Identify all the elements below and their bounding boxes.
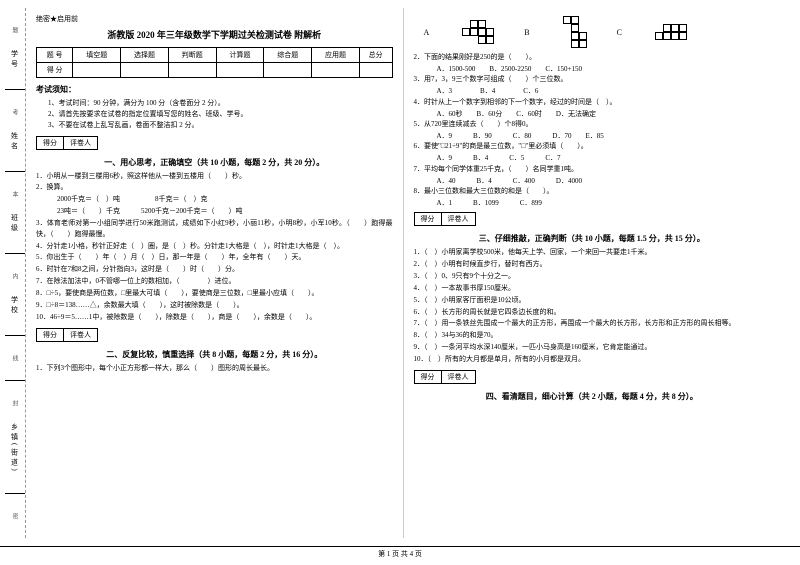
q: 9．□÷8＝138……△，余数最大填（ ），这时被除数是（ ）。 xyxy=(36,300,393,311)
notice-item: 3、不要在试卷上乱写乱画，卷面不整洁扣 2 分。 xyxy=(48,120,393,131)
q: 5．从720里连续减去（ ）个8得0。 xyxy=(414,119,771,130)
grader-box: 得分 评卷人 xyxy=(36,136,98,150)
score-table: 题 号 填空题 选择题 判断题 计算题 综合题 应用题 总分 得 分 xyxy=(36,47,393,78)
grader-box: 得分 评卷人 xyxy=(414,212,476,226)
q: 10．46÷9＝5……1中，被除数是（ ），除数是（ ），商是（ ），余数是（ … xyxy=(36,312,393,323)
shape-label-a: A xyxy=(424,28,430,37)
margin-dot: 封 xyxy=(10,400,19,406)
margin-dot: 线 xyxy=(10,355,19,361)
q: 2．（ ）小明有时候直步行，替时有西方。 xyxy=(414,259,771,270)
grader-box: 得分 评卷人 xyxy=(36,328,98,342)
confidential-label: 绝密★启用前 xyxy=(36,14,393,24)
margin-dot: 考 xyxy=(10,109,19,115)
score-header: 判断题 xyxy=(168,48,216,63)
q: 1．小明从一楼到三楼用6秒，照这样他从一楼到五楼用（ ）秒。 xyxy=(36,171,393,182)
opts: A．9 B．4 C．5 C．7 xyxy=(414,153,771,164)
margin-dot: 题 xyxy=(10,27,19,33)
q: 3．用7，3，9三个数字可组成（ ）个三位数。 xyxy=(414,74,771,85)
q: 5．（ ）小明家客厅面积是10公顷。 xyxy=(414,295,771,306)
q: 6．（ ）长方形的周长就是它四条边长度的和。 xyxy=(414,307,771,318)
score-header: 应用题 xyxy=(312,48,360,63)
q: 8．□÷5，要使商是两位数，□里最大可填（ ），要使商是三位数，□里最小应填（ … xyxy=(36,288,393,299)
grader-score: 得分 xyxy=(37,329,64,341)
q: 9．（ ）一条河平均水深140厘米，一匹小马身高是160厘米，它肯定能通过。 xyxy=(414,342,771,353)
q: 2000千克＝（ ）吨 8千克＝（ ）克 xyxy=(36,194,393,205)
margin-dot: 本 xyxy=(10,191,19,197)
notice-heading: 考试须知： xyxy=(36,84,393,95)
grader-name: 评卷人 xyxy=(64,137,97,149)
q: 2．换算。 xyxy=(36,182,393,193)
margin-label: 班级 xyxy=(10,214,20,234)
q: 6．时针在7和8之间，分针指向3，这时是（ ）时（ ）分。 xyxy=(36,264,393,275)
grader-name: 评卷人 xyxy=(64,329,97,341)
q: 1．下列3个图形中，每个小正方形都一样大，那么（ ）图形的周长最长。 xyxy=(36,363,393,374)
margin-line xyxy=(5,89,25,90)
shape-b xyxy=(563,16,587,48)
margin-label: 乡镇(街道) xyxy=(10,423,20,474)
opts: A．1500-500 B．2500-2250 C．150+150 xyxy=(414,64,771,75)
shape-a xyxy=(462,20,494,44)
shape-label-b: B xyxy=(524,28,529,37)
margin-label: 姓名 xyxy=(10,132,20,152)
grader-name: 评卷人 xyxy=(442,213,475,225)
section4-heading: 四、看清题目，细心计算（共 2 小题，每题 4 分，共 8 分）。 xyxy=(414,391,771,402)
margin-dot: 密 xyxy=(10,513,19,519)
margin-line xyxy=(5,171,25,172)
notice-item: 1、考试时间：90 分钟，满分为 100 分（含卷面分 2 分）。 xyxy=(48,98,393,109)
margin-line xyxy=(5,253,25,254)
score-header: 填空题 xyxy=(73,48,121,63)
section2-heading: 二、反复比较，慎重选择（共 8 小题，每题 2 分，共 16 分）。 xyxy=(36,349,393,360)
q: 8．最小三位数和最大三位数的和是（ ）。 xyxy=(414,186,771,197)
q: 3．体育老师对第一小组同学进行50米跑测试，成绩如下小红9秒，小丽11秒，小明8… xyxy=(36,218,393,240)
q: 4．（ ）一本故事书厚150厘米。 xyxy=(414,283,771,294)
margin-line xyxy=(5,493,25,494)
grader-score: 得分 xyxy=(415,213,442,225)
left-column: 绝密★启用前 浙教版 2020 年三年级数学下学期过关检测试卷 附解析 题 号 … xyxy=(26,8,404,538)
grader-score: 得分 xyxy=(37,137,64,149)
margin-label: 学号 xyxy=(10,50,20,70)
q: 3．（ ）0、9只有9个十分之一。 xyxy=(414,271,771,282)
q: 4．分针走1小格，秒针正好走（ ）圈，是（ ）秒。分针走1大格是（ ），时针走1… xyxy=(36,241,393,252)
shape-options: A B C xyxy=(424,16,771,48)
score-header: 题 号 xyxy=(37,48,73,63)
page-footer: 第 1 页 共 4 页 xyxy=(0,546,800,559)
binding-margin: 题 学号 考 姓名 本 班级 内 学校 线 封 乡镇(街道) 密 xyxy=(4,8,26,538)
opts: A．40 B．4 C．400 D．4000 xyxy=(414,176,771,187)
shape-c xyxy=(655,24,687,40)
q: 5．你出生于（ ）年（ ）月（ ）日，那一年是（ ）年，全年有（ ）天。 xyxy=(36,252,393,263)
section1-heading: 一、用心思考，正确填空（共 10 小题，每题 2 分，共 20 分）。 xyxy=(36,157,393,168)
q: 6．要使"□21÷9"的商是最三位数，"□"里必须填（ ）。 xyxy=(414,141,771,152)
margin-label: 学校 xyxy=(10,296,20,316)
margin-line xyxy=(5,335,25,336)
margin-dot: 内 xyxy=(10,273,19,279)
q: 8．（ ）34与36的和是70。 xyxy=(414,330,771,341)
q: 2．下面的结果刚好是250的是（ ）。 xyxy=(414,52,771,63)
opts: A．60秒 B．60分 C．60时 D．无法确定 xyxy=(414,109,771,120)
notice-item: 2、请首先按要求在试卷的指定位置填写您的姓名、班级、学号。 xyxy=(48,109,393,120)
opts: A．3 B．4 C．6 xyxy=(414,86,771,97)
score-header: 计算题 xyxy=(216,48,264,63)
notice-list: 1、考试时间：90 分钟，满分为 100 分（含卷面分 2 分）。 2、请首先按… xyxy=(36,98,393,132)
opts: A．1 B．1099 C．899 xyxy=(414,198,771,209)
q: 7．平均每个同学体重25千克，（ ）名同学重1吨。 xyxy=(414,164,771,175)
opts: A．9 B．90 C．80 D．70 E．85 xyxy=(414,131,771,142)
grader-score: 得分 xyxy=(415,371,442,383)
exam-title: 浙教版 2020 年三年级数学下学期过关检测试卷 附解析 xyxy=(36,28,393,41)
q: 7．在除法加法中，0不管哪一位上的数相加，（ ）进位。 xyxy=(36,276,393,287)
q: 4．时针从上一个数字到相邻的下一个数字，经过的时间是（ ）。 xyxy=(414,97,771,108)
score-header: 选择题 xyxy=(121,48,169,63)
score-header: 总分 xyxy=(359,48,392,63)
q: 7．（ ）用一条铁丝先围成一个最大的正方形，再围成一个最大的长方形，长方形和正方… xyxy=(414,318,771,329)
score-header: 综合题 xyxy=(264,48,312,63)
q: 1．（ ）小明家离学校500米，他每天上学、回家，一个来回一共要走1千米。 xyxy=(414,247,771,258)
grader-box: 得分 评卷人 xyxy=(414,370,476,384)
q: 23吨＝（ ）千克 5200千克－200千克＝（ ）吨 xyxy=(36,206,393,217)
right-column: A B C 2．下面的结果刚好是250的是（ ）。 A．1500-500 B．2… xyxy=(404,8,781,538)
shape-label-c: C xyxy=(617,28,622,37)
margin-line xyxy=(5,380,25,381)
score-row2: 得 分 xyxy=(37,63,73,78)
q: 10．（ ）所有的大月都是单月，所有的小月都是双月。 xyxy=(414,354,771,365)
grader-name: 评卷人 xyxy=(442,371,475,383)
section3-heading: 三、仔细推敲，正确判断（共 10 小题，每题 1.5 分，共 15 分）。 xyxy=(414,233,771,244)
